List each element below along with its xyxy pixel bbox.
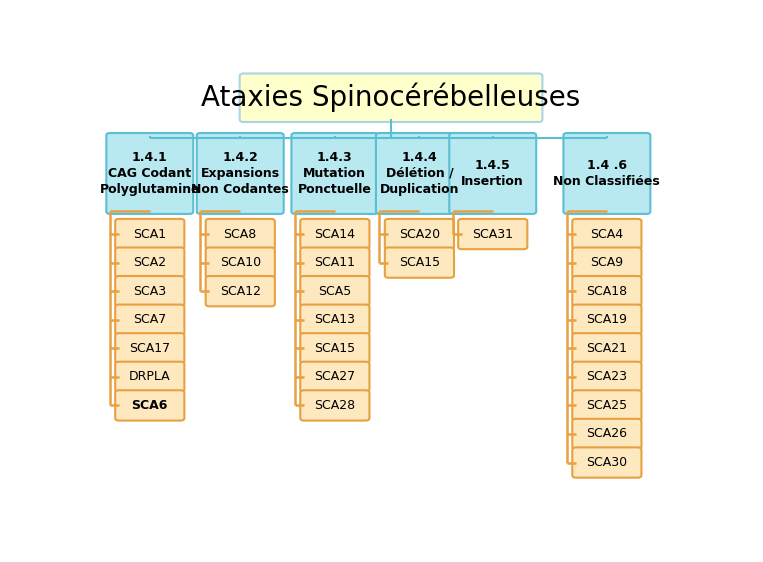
Text: SCA1: SCA1 xyxy=(134,228,166,241)
FancyBboxPatch shape xyxy=(376,133,463,214)
Text: SCA27: SCA27 xyxy=(314,370,356,383)
Text: 1.4.1
CAG Codant
Polyglutamine: 1.4.1 CAG Codant Polyglutamine xyxy=(99,151,200,196)
FancyBboxPatch shape xyxy=(115,247,185,278)
FancyBboxPatch shape xyxy=(206,247,275,278)
Text: SCA8: SCA8 xyxy=(224,228,257,241)
FancyBboxPatch shape xyxy=(458,219,527,249)
Text: SCA26: SCA26 xyxy=(587,428,627,441)
Text: SCA7: SCA7 xyxy=(134,313,166,326)
Text: 1.4 .6
Non Classifiées: 1.4 .6 Non Classifiées xyxy=(553,159,660,188)
Text: 1.4.3
Mutation
Ponctuelle: 1.4.3 Mutation Ponctuelle xyxy=(298,151,372,196)
Text: SCA20: SCA20 xyxy=(399,228,440,241)
Text: SCA15: SCA15 xyxy=(399,256,440,269)
FancyBboxPatch shape xyxy=(115,305,185,335)
Text: 1.4.5
Insertion: 1.4.5 Insertion xyxy=(462,159,524,188)
FancyBboxPatch shape xyxy=(291,133,378,214)
Text: SCA21: SCA21 xyxy=(587,342,627,355)
FancyBboxPatch shape xyxy=(301,247,369,278)
FancyBboxPatch shape xyxy=(563,133,650,214)
FancyBboxPatch shape xyxy=(301,276,369,306)
Text: SCA19: SCA19 xyxy=(587,313,627,326)
FancyBboxPatch shape xyxy=(572,333,642,364)
Text: SCA10: SCA10 xyxy=(220,256,261,269)
FancyBboxPatch shape xyxy=(115,276,185,306)
Text: SCA12: SCA12 xyxy=(220,285,261,298)
FancyBboxPatch shape xyxy=(301,390,369,420)
Text: SCA2: SCA2 xyxy=(134,256,166,269)
FancyBboxPatch shape xyxy=(206,276,275,306)
Text: 1.4.2
Expansions
Non Codantes: 1.4.2 Expansions Non Codantes xyxy=(192,151,289,196)
Text: SCA18: SCA18 xyxy=(586,285,627,298)
FancyBboxPatch shape xyxy=(301,305,369,335)
FancyBboxPatch shape xyxy=(572,390,642,420)
Text: SCA28: SCA28 xyxy=(314,399,356,412)
Text: SCA5: SCA5 xyxy=(318,285,352,298)
Text: SCA31: SCA31 xyxy=(472,228,513,241)
FancyBboxPatch shape xyxy=(385,247,454,278)
FancyBboxPatch shape xyxy=(115,362,185,392)
Text: SCA30: SCA30 xyxy=(586,456,627,469)
FancyBboxPatch shape xyxy=(572,276,642,306)
FancyBboxPatch shape xyxy=(106,133,193,214)
FancyBboxPatch shape xyxy=(301,362,369,392)
Text: SCA25: SCA25 xyxy=(586,399,627,412)
FancyBboxPatch shape xyxy=(572,447,642,478)
FancyBboxPatch shape xyxy=(301,333,369,364)
FancyBboxPatch shape xyxy=(385,219,454,249)
Text: DRPLA: DRPLA xyxy=(129,370,171,383)
Text: 1.4.4
Délétion /
Duplication: 1.4.4 Délétion / Duplication xyxy=(380,151,459,196)
Text: SCA4: SCA4 xyxy=(591,228,623,241)
Text: SCA23: SCA23 xyxy=(587,370,627,383)
FancyBboxPatch shape xyxy=(572,305,642,335)
FancyBboxPatch shape xyxy=(115,219,185,249)
Text: SCA15: SCA15 xyxy=(314,342,356,355)
FancyBboxPatch shape xyxy=(449,133,536,214)
Text: SCA11: SCA11 xyxy=(314,256,356,269)
FancyBboxPatch shape xyxy=(572,247,642,278)
Text: SCA17: SCA17 xyxy=(129,342,170,355)
Text: Ataxies Spinocérébelleuses: Ataxies Spinocérébelleuses xyxy=(201,83,581,112)
FancyBboxPatch shape xyxy=(206,219,275,249)
FancyBboxPatch shape xyxy=(572,419,642,449)
Text: SCA14: SCA14 xyxy=(314,228,356,241)
FancyBboxPatch shape xyxy=(240,74,542,122)
FancyBboxPatch shape xyxy=(301,219,369,249)
Text: SCA9: SCA9 xyxy=(591,256,623,269)
Text: SCA13: SCA13 xyxy=(314,313,356,326)
FancyBboxPatch shape xyxy=(115,333,185,364)
FancyBboxPatch shape xyxy=(572,219,642,249)
Text: SCA6: SCA6 xyxy=(131,399,168,412)
Text: SCA3: SCA3 xyxy=(134,285,166,298)
FancyBboxPatch shape xyxy=(572,362,642,392)
FancyBboxPatch shape xyxy=(197,133,284,214)
FancyBboxPatch shape xyxy=(115,390,185,420)
